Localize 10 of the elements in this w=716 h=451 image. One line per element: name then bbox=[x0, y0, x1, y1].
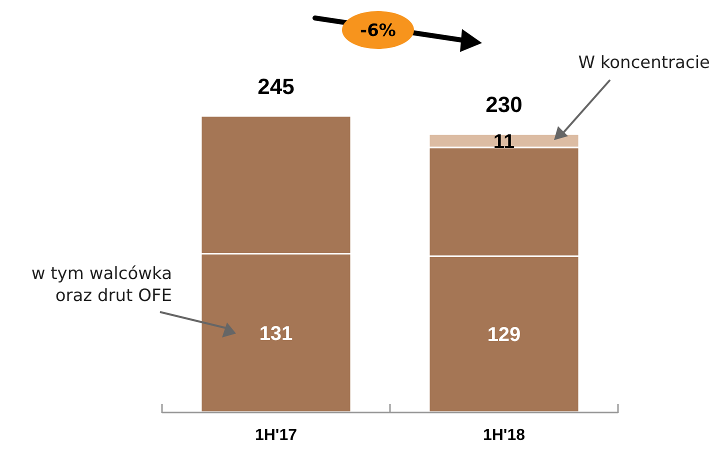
total-label: 230 bbox=[486, 92, 522, 118]
total-label: 245 bbox=[258, 74, 294, 99]
x-tick-label: 1H'17 bbox=[254, 427, 298, 444]
text: -6% bbox=[360, 20, 396, 41]
x-tick-label: 1H'18 bbox=[482, 427, 526, 444]
text: W koncentracie bbox=[578, 53, 710, 73]
data-label: 131 bbox=[259, 322, 293, 345]
annotation: w tym walcówka oraz drut OFE bbox=[31, 264, 172, 306]
data-label: 11 bbox=[493, 130, 515, 153]
data-label: 129 bbox=[487, 324, 521, 346]
